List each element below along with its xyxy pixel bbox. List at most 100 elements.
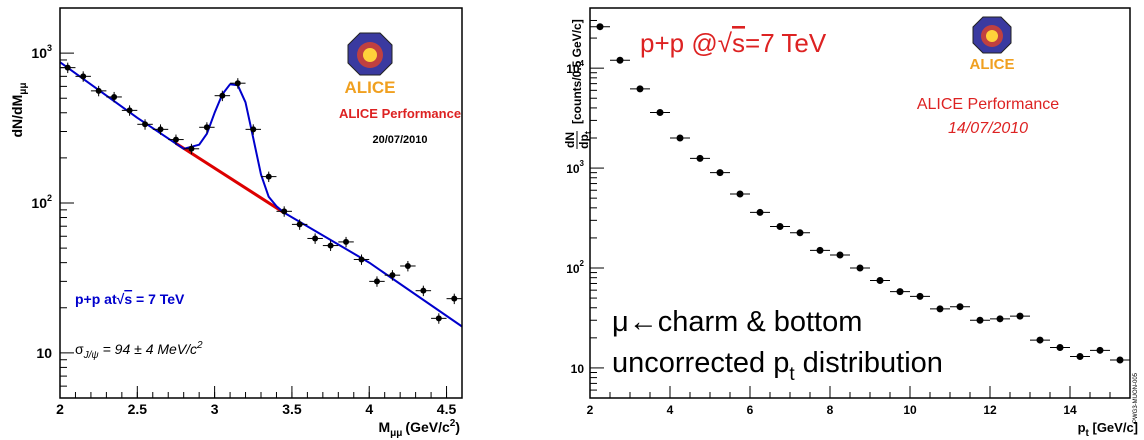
- data-point: [996, 315, 1004, 323]
- y-tick-base: 10: [566, 62, 580, 76]
- energy-label: p+p at√s = 7 TeV: [75, 291, 185, 307]
- y-axis-title-den-sub: t: [583, 131, 593, 134]
- sqrt-symbol: √: [117, 291, 125, 307]
- data-point: [142, 121, 149, 128]
- date-label: 14/07/2010: [948, 120, 1028, 137]
- energy-prefix: p+p at: [75, 291, 117, 307]
- x-axis-title-main: M: [378, 419, 390, 435]
- left-plot-frame: [59, 7, 463, 399]
- data-point: [876, 276, 884, 284]
- y-tick-label: 10: [571, 362, 585, 376]
- sigma-superscript: 2: [196, 340, 203, 351]
- y-axis-title-num: dN: [563, 132, 577, 148]
- data-point: [1036, 336, 1044, 344]
- x-axis-title-main: p: [1078, 420, 1086, 435]
- y-axis-title-den: dpt: [577, 131, 593, 149]
- y-tick-exponent: 4: [580, 59, 585, 68]
- y-tick-base: 10: [31, 195, 47, 211]
- x-axis-title-sub: μμ: [390, 428, 402, 439]
- alice-performance-label: ALICE Performance: [917, 96, 1059, 113]
- data-point: [856, 264, 864, 272]
- data-point: [716, 169, 724, 177]
- x-tick-label: 14: [1063, 403, 1077, 417]
- x-tick-label: 8: [827, 403, 834, 417]
- data-point: [234, 80, 241, 87]
- y-tick-label: 102: [566, 259, 584, 276]
- reference-tag: PWG3-MUON-005: [1133, 372, 1139, 423]
- data-point: [976, 316, 984, 324]
- background-fit-curve: [175, 142, 286, 215]
- energy-title: p+p @√s=7 TeV: [640, 28, 827, 58]
- x-tick-label: 12: [983, 403, 997, 417]
- data-point: [1076, 353, 1084, 361]
- date-label: 20/07/2010: [372, 134, 427, 146]
- uncorrected-prefix: uncorrected p: [612, 347, 789, 379]
- x-tick-label: 3: [211, 401, 219, 417]
- energy-title-suffix: =7 TeV: [745, 28, 827, 58]
- data-point: [435, 315, 442, 322]
- uncorrected-suffix: distribution: [795, 347, 943, 379]
- data-point: [696, 154, 704, 162]
- data-point: [420, 287, 427, 294]
- charm-bottom-label: μ←charm & bottom: [612, 306, 862, 338]
- data-point: [281, 208, 288, 215]
- y-tick-label: 104: [566, 59, 584, 76]
- x-tick-label: 4: [365, 401, 373, 417]
- alice-logo-text: ALICE: [345, 78, 396, 97]
- data-point: [916, 292, 924, 300]
- data-point: [95, 87, 102, 94]
- x-axis-title: Mμμ (GeV/c2): [378, 418, 460, 439]
- x-axis-title-unit: (GeV/c: [405, 419, 450, 435]
- y-axis-title-main: dN/dM: [9, 95, 25, 138]
- y-tick-base: 10: [36, 345, 52, 361]
- y-tick-label: 10: [36, 345, 52, 361]
- y-tick-label: 103: [31, 43, 52, 61]
- data-point: [80, 73, 87, 80]
- x-tick-label: 6: [747, 403, 754, 417]
- data-point: [358, 256, 365, 263]
- x-tick-label: 4.5: [437, 401, 457, 417]
- energy-title-prefix: p+p @: [640, 28, 718, 58]
- sigma-value: = 94 ± 4 MeV/c: [99, 341, 197, 357]
- data-point: [188, 145, 195, 152]
- data-point: [956, 303, 964, 311]
- data-point: [736, 190, 744, 198]
- sigma-symbol: σ: [75, 341, 84, 357]
- total-fit-curve: [59, 61, 463, 328]
- data-point: [111, 93, 118, 100]
- data-point: [896, 288, 904, 296]
- data-point: [1096, 346, 1104, 354]
- x-axis-title-unit: [GeV/c]: [1089, 420, 1138, 435]
- data-point: [203, 124, 210, 131]
- energy-s: s: [124, 291, 132, 307]
- y-tick-base: 10: [566, 262, 580, 276]
- sigma-subscript: J/ψ: [83, 350, 100, 361]
- x-tick-label: 2.5: [128, 401, 148, 417]
- data-point: [836, 251, 844, 259]
- y-tick-base: 10: [571, 362, 585, 376]
- data-point: [756, 208, 764, 216]
- data-point: [816, 246, 824, 254]
- data-point: [404, 262, 411, 269]
- y-tick-label: 102: [31, 193, 52, 211]
- left-chart-panel: 2 2.5 3 3.5 4 4.5 10 102 103 ALICE ALICE Perform…: [0, 0, 560, 440]
- y-axis-title-den-main: dp: [577, 134, 591, 149]
- uncorrected-sub: t: [789, 364, 795, 385]
- data-point: [219, 92, 226, 99]
- alice-logo: ALICE: [970, 16, 1015, 73]
- energy-suffix: = 7 TeV: [132, 291, 185, 307]
- right-plot-frame: [589, 7, 1131, 399]
- uncorrected-label: uncorrected pt distribution: [612, 347, 943, 385]
- data-point: [616, 56, 624, 64]
- data-point: [126, 107, 133, 114]
- y-tick-exponent: 3: [580, 159, 585, 168]
- sigma-label: σJ/ψ = 94 ± 4 MeV/c2: [75, 340, 203, 361]
- x-tick-label: 10: [903, 403, 917, 417]
- data-point: [389, 272, 396, 279]
- data-point: [172, 136, 179, 143]
- right-chart-panel: 2 4 6 8 10 12 14 10 102 103 104 p+p @√s=7 TeV ALIC…: [560, 0, 1144, 440]
- alice-logo: ALICE: [345, 32, 396, 97]
- x-axis-title: pt [GeV/c]: [1078, 420, 1138, 439]
